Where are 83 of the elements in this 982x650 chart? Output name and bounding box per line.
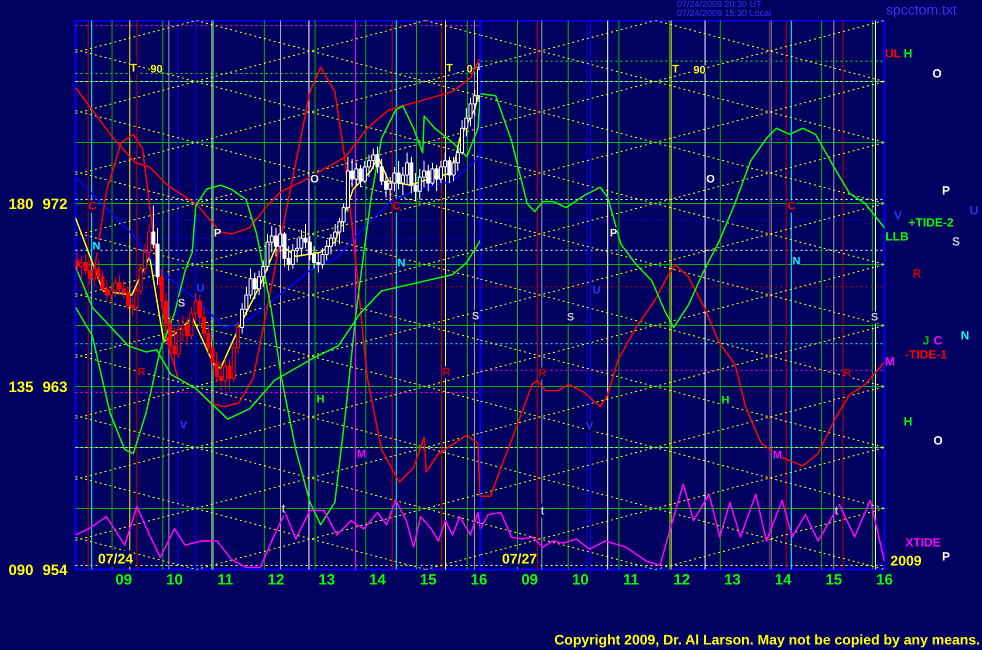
annotation: t <box>834 504 838 518</box>
annotation: U <box>592 284 601 296</box>
x-tick-label: 15 <box>825 572 842 588</box>
annotation: R <box>844 368 852 380</box>
y2-tick-label: 090 <box>8 562 34 579</box>
text: M <box>885 354 895 369</box>
annotation: t <box>540 504 544 518</box>
annotation: 90 <box>150 64 163 76</box>
x-tick-label: 12 <box>268 572 284 588</box>
annotation: V <box>180 420 188 432</box>
y-tick-label: 954 <box>42 562 68 579</box>
annotation: R <box>442 366 451 378</box>
annotation: T <box>446 62 454 74</box>
annotation: U <box>196 282 205 294</box>
annotation: 07/27 <box>502 550 538 566</box>
x-tick-label: 12 <box>673 572 690 588</box>
text: XTIDE <box>905 535 941 550</box>
annotation: N <box>92 240 101 252</box>
annotation: 0 <box>466 64 473 76</box>
annotation: 90 <box>693 64 706 76</box>
text: Copyright 2009, Dr. Al Larson. May not be copied by any means. <box>554 631 980 648</box>
text: +TIDE-2 <box>908 215 954 230</box>
y-tick-label: 972 <box>42 196 68 213</box>
text: U <box>970 203 978 218</box>
annotation: C <box>88 200 97 212</box>
annotation: R <box>138 366 146 378</box>
y2-tick-label: 135 <box>8 379 34 396</box>
text: P <box>942 549 950 564</box>
annotation: M <box>356 448 366 460</box>
y2-tick-label: 180 <box>8 196 34 213</box>
text: 2009 <box>890 552 922 569</box>
x-tick-label: 13 <box>318 572 336 588</box>
x-tick-label: 11 <box>623 572 639 588</box>
text: 07/24/2009 15:30 Local <box>677 8 772 19</box>
annotation: S <box>178 298 186 310</box>
text: UL <box>885 46 901 61</box>
annotation: t <box>282 502 286 516</box>
x-tick-label: 10 <box>572 572 589 588</box>
text: O <box>932 66 942 81</box>
x-tick-label: 09 <box>115 572 132 588</box>
x-tick-label: 13 <box>724 572 741 588</box>
annotation: H <box>316 394 325 406</box>
annotation: V <box>586 420 594 432</box>
text: spcctom.txt <box>886 1 957 18</box>
annotation: M <box>772 450 782 462</box>
annotation: N <box>398 258 406 270</box>
y-tick-label: 963 <box>42 379 68 396</box>
text: S <box>952 234 960 249</box>
x-tick-label: 09 <box>521 572 538 588</box>
x-tick-label: 16 <box>876 572 893 588</box>
text: V <box>894 208 902 223</box>
annotation: S <box>566 312 574 324</box>
annotation: O <box>310 174 320 186</box>
text: 07/24/2009 20:30 UT <box>677 0 762 10</box>
text: LLB <box>885 229 909 244</box>
annotation: T <box>130 62 138 74</box>
text: R <box>912 266 922 281</box>
annotation: S <box>472 310 480 322</box>
text: C <box>934 333 942 348</box>
annotation: O <box>706 174 716 186</box>
annotation: P <box>610 228 618 240</box>
text: P <box>942 183 950 198</box>
text: N <box>960 328 970 343</box>
text: O <box>933 433 943 448</box>
text: H <box>904 414 912 429</box>
text: J <box>922 333 930 348</box>
annotation: S <box>870 312 878 324</box>
annotation: P <box>214 228 222 240</box>
annotation: 07/24 <box>98 550 134 566</box>
annotation: C <box>788 200 796 212</box>
annotation: T <box>672 64 680 76</box>
x-tick-label: 14 <box>369 572 386 588</box>
text: -TIDE-1 <box>905 347 947 362</box>
x-tick-label: 15 <box>420 572 437 588</box>
text: H <box>904 46 912 61</box>
x-tick-label: 14 <box>774 572 792 588</box>
x-tick-label: 11 <box>217 572 234 588</box>
annotation: C <box>392 200 401 212</box>
annotation: H <box>722 394 730 406</box>
x-tick-label: 10 <box>166 572 183 588</box>
annotation: N <box>792 256 801 268</box>
x-tick-label: 16 <box>470 572 488 588</box>
annotation: R <box>538 368 547 380</box>
